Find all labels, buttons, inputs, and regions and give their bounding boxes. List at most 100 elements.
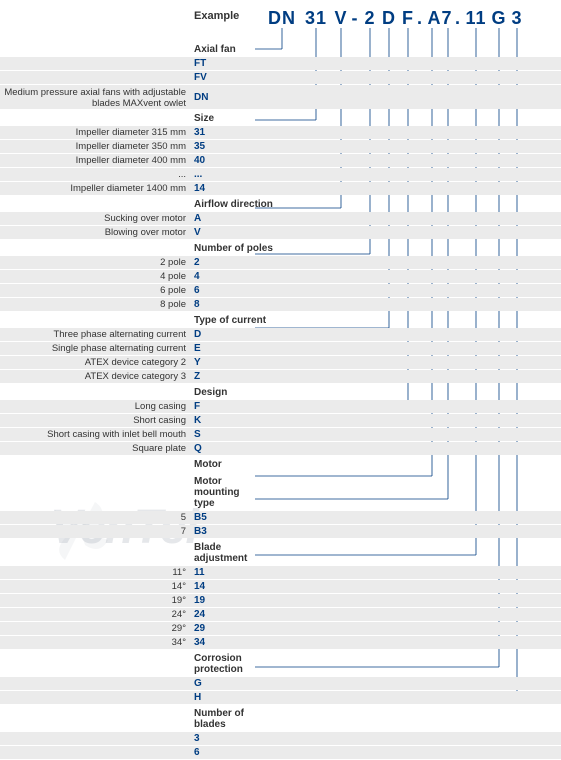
section-title: Size — [0, 111, 561, 126]
data-row: 34°34 — [0, 636, 561, 649]
row-description: 34° — [0, 637, 190, 648]
code-segment: DN — [265, 8, 299, 29]
code-segment: D — [380, 8, 398, 29]
data-row: 8 pole8 — [0, 298, 561, 311]
example-label: Example — [194, 10, 239, 22]
section-title: Motor — [0, 457, 561, 472]
section-title: Type of current — [0, 313, 561, 328]
data-row: ATEX device category 3Z — [0, 370, 561, 383]
row-description: Medium pressure axial fans with adjustab… — [0, 86, 190, 109]
row-code: 40 — [190, 155, 210, 166]
row-code: 19 — [190, 595, 210, 606]
row-code: ... — [190, 169, 210, 180]
code-segment: 11 — [464, 8, 488, 29]
data-row: 11°11 — [0, 566, 561, 579]
data-row: Impeller diameter 350 mm35 — [0, 140, 561, 153]
row-description: ATEX device category 3 — [0, 371, 190, 382]
data-row: 4 pole4 — [0, 270, 561, 283]
section-title: Airflow direction — [0, 197, 561, 212]
row-code: B5 — [190, 512, 210, 523]
data-row: Blowing over motorV — [0, 226, 561, 239]
row-description: ... — [0, 169, 190, 180]
code-segment: G — [490, 8, 508, 29]
row-code: G — [190, 678, 210, 689]
data-row: 19°19 — [0, 594, 561, 607]
row-code: S — [190, 429, 210, 440]
row-description: 6 pole — [0, 285, 190, 296]
row-description: Square plate — [0, 443, 190, 454]
section-title: Blade adjustment — [0, 540, 260, 566]
row-code: FV — [190, 72, 210, 83]
row-description: 29° — [0, 623, 190, 634]
data-row: Medium pressure axial fans with adjustab… — [0, 85, 561, 109]
data-row: Impeller diameter 1400 mm14 — [0, 182, 561, 195]
row-code: E — [190, 343, 210, 354]
row-code: 35 — [190, 141, 210, 152]
code-segment: V — [332, 8, 350, 29]
row-description: 2 pole — [0, 257, 190, 268]
data-row: G — [0, 677, 561, 690]
data-row: FT — [0, 57, 561, 70]
data-row: ATEX device category 2Y — [0, 356, 561, 369]
row-code: V — [190, 227, 210, 238]
row-code: 29 — [190, 623, 210, 634]
data-row: 24°24 — [0, 608, 561, 621]
row-description: 19° — [0, 595, 190, 606]
data-row: Impeller diameter 400 mm40 — [0, 154, 561, 167]
data-row: ...... — [0, 168, 561, 181]
row-code: 8 — [190, 299, 210, 310]
section-title: Axial fan — [0, 42, 561, 57]
row-description: 5 — [0, 512, 190, 523]
data-row: 5B5 — [0, 511, 561, 524]
row-description: 4 pole — [0, 271, 190, 282]
section-title: Design — [0, 385, 561, 400]
data-row: Short casing with inlet bell mouthS — [0, 428, 561, 441]
row-description: Impeller diameter 315 mm — [0, 127, 190, 138]
row-code: DN — [190, 92, 210, 103]
data-row: 6 pole6 — [0, 284, 561, 297]
code-segment: F — [400, 8, 416, 29]
code-segment: 31 — [302, 8, 330, 29]
data-row: Long casingF — [0, 400, 561, 413]
code-segment: A7 — [426, 8, 454, 29]
row-description: 8 pole — [0, 299, 190, 310]
row-description: Impeller diameter 400 mm — [0, 155, 190, 166]
row-description: Short casing — [0, 415, 190, 426]
section-title: Number of blades — [0, 706, 260, 732]
row-code: 24 — [190, 609, 210, 620]
data-row: FV — [0, 71, 561, 84]
data-row: 3 — [0, 732, 561, 745]
row-code: F — [190, 401, 210, 412]
row-code: H — [190, 692, 210, 703]
data-row: Single phase alternating currentE — [0, 342, 561, 355]
data-row: 7B3 — [0, 525, 561, 538]
row-code: FT — [190, 58, 210, 69]
data-row: Impeller diameter 315 mm31 — [0, 126, 561, 139]
data-row: 14°14 — [0, 580, 561, 593]
row-description: Impeller diameter 1400 mm — [0, 183, 190, 194]
row-code: D — [190, 329, 210, 340]
row-code: 31 — [190, 127, 210, 138]
data-row: Short casingK — [0, 414, 561, 427]
row-code: K — [190, 415, 210, 426]
code-segment: - — [350, 8, 360, 29]
row-code: 6 — [190, 747, 210, 758]
row-code: 14 — [190, 183, 210, 194]
code-segment: . — [454, 8, 462, 29]
row-code: A — [190, 213, 210, 224]
row-description: Long casing — [0, 401, 190, 412]
data-row: Three phase alternating currentD — [0, 328, 561, 341]
row-code: 3 — [190, 733, 210, 744]
row-description: 11° — [0, 567, 190, 578]
content-panel: Axial fanFTFVMedium pressure axial fans … — [0, 40, 561, 760]
row-code: Y — [190, 357, 210, 368]
row-description: Blowing over motor — [0, 227, 190, 238]
code-segment: 3 — [510, 8, 524, 29]
row-code: 11 — [190, 567, 210, 578]
data-row: Square plateQ — [0, 442, 561, 455]
row-description: Single phase alternating current — [0, 343, 190, 354]
code-segment: . — [416, 8, 424, 29]
data-row: 29°29 — [0, 622, 561, 635]
section-title: Motor mounting type — [0, 474, 260, 511]
row-description: 24° — [0, 609, 190, 620]
